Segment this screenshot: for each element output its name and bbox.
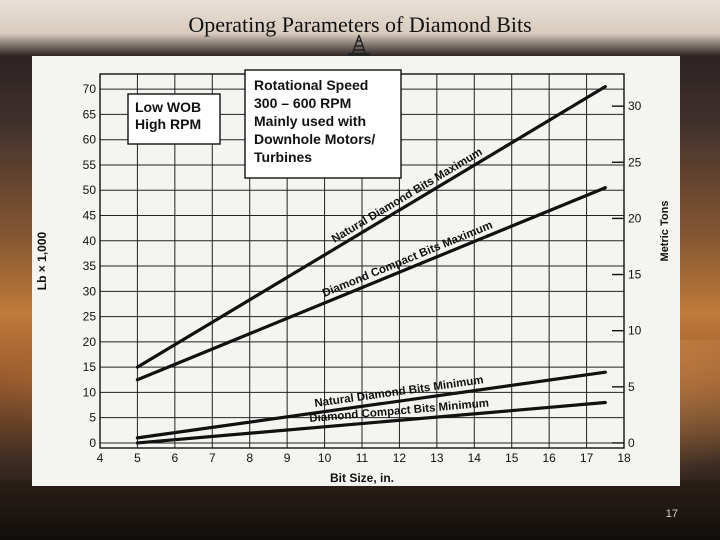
y-tick-label: 5	[89, 411, 96, 425]
rotational-speed-label: 300 – 600 RPM	[254, 95, 351, 111]
rotational-speed-label: Mainly used with	[254, 113, 366, 129]
y2-tick-label: 30	[628, 99, 642, 113]
series-line	[135, 85, 607, 369]
low-wob-label: Low WOB	[135, 99, 201, 115]
x-tick-label: 6	[172, 451, 179, 465]
rotational-speed-box	[244, 69, 402, 179]
y2-tick-label: 20	[628, 211, 642, 225]
series-line	[135, 370, 607, 440]
y-tick-label: 50	[83, 183, 97, 197]
x-tick-label: 15	[505, 451, 519, 465]
y-tick-label: 0	[89, 436, 96, 450]
series-line	[135, 186, 607, 382]
y-tick-label: 30	[83, 284, 97, 298]
y-tick-label: 45	[83, 209, 97, 223]
ground-silhouette	[0, 480, 720, 540]
y-tick-label: 35	[83, 259, 97, 273]
rotational-speed-label: Rotational Speed	[254, 77, 368, 93]
x-tick-label: 18	[617, 451, 631, 465]
y-tick-label: 60	[83, 133, 97, 147]
y-tick-label: 25	[83, 310, 97, 324]
y-tick-label: 55	[83, 158, 97, 172]
low-wob-box	[127, 93, 221, 145]
y-tick-label: 10	[83, 385, 97, 399]
y2-tick-label: 15	[628, 268, 642, 282]
x-tick-label: 5	[134, 451, 141, 465]
x-tick-label: 11	[356, 451, 369, 465]
drilling-rig-icon	[348, 34, 370, 56]
y-tick-label: 15	[83, 360, 97, 374]
slide-title: Operating Parameters of Diamond Bits	[188, 12, 532, 37]
x-tick-label: 7	[209, 451, 216, 465]
x-tick-label: 12	[393, 451, 407, 465]
y2-tick-label: 10	[628, 324, 642, 338]
x-tick-label: 10	[318, 451, 332, 465]
x-tick-label: 13	[430, 451, 444, 465]
y2-axis-title: Metric Tons	[659, 201, 671, 262]
x-tick-label: 14	[468, 451, 482, 465]
y2-tick-label: 5	[628, 380, 635, 394]
low-wob-label: High RPM	[135, 116, 201, 132]
y-tick-label: 70	[83, 82, 97, 96]
x-tick-label: 16	[542, 451, 556, 465]
rotational-speed-label: Downhole Motors/	[254, 131, 375, 147]
y-tick-label: 20	[83, 335, 97, 349]
x-tick-label: 17	[580, 451, 594, 465]
y2-tick-label: 25	[628, 155, 642, 169]
page-number: 17	[665, 508, 678, 520]
x-axis-title: Bit Size, in.	[330, 471, 394, 485]
x-tick-label: 4	[97, 451, 104, 465]
rotational-speed-label: Turbines	[254, 149, 312, 165]
y-tick-label: 65	[83, 107, 97, 121]
chart-panel: 0 5 10 15 20 25 30 35 40 45 50 55 60 65 70 4 5 6 7 8 9 10 11 12…	[32, 56, 680, 486]
x-tick-label: 8	[246, 451, 253, 465]
x-tick-label: 9	[284, 451, 291, 465]
y2-tick-label: 0	[628, 436, 635, 450]
y-axis-title: Lb × 1,000	[35, 231, 49, 290]
y-tick-label: 40	[83, 234, 97, 248]
series-line	[135, 400, 607, 445]
